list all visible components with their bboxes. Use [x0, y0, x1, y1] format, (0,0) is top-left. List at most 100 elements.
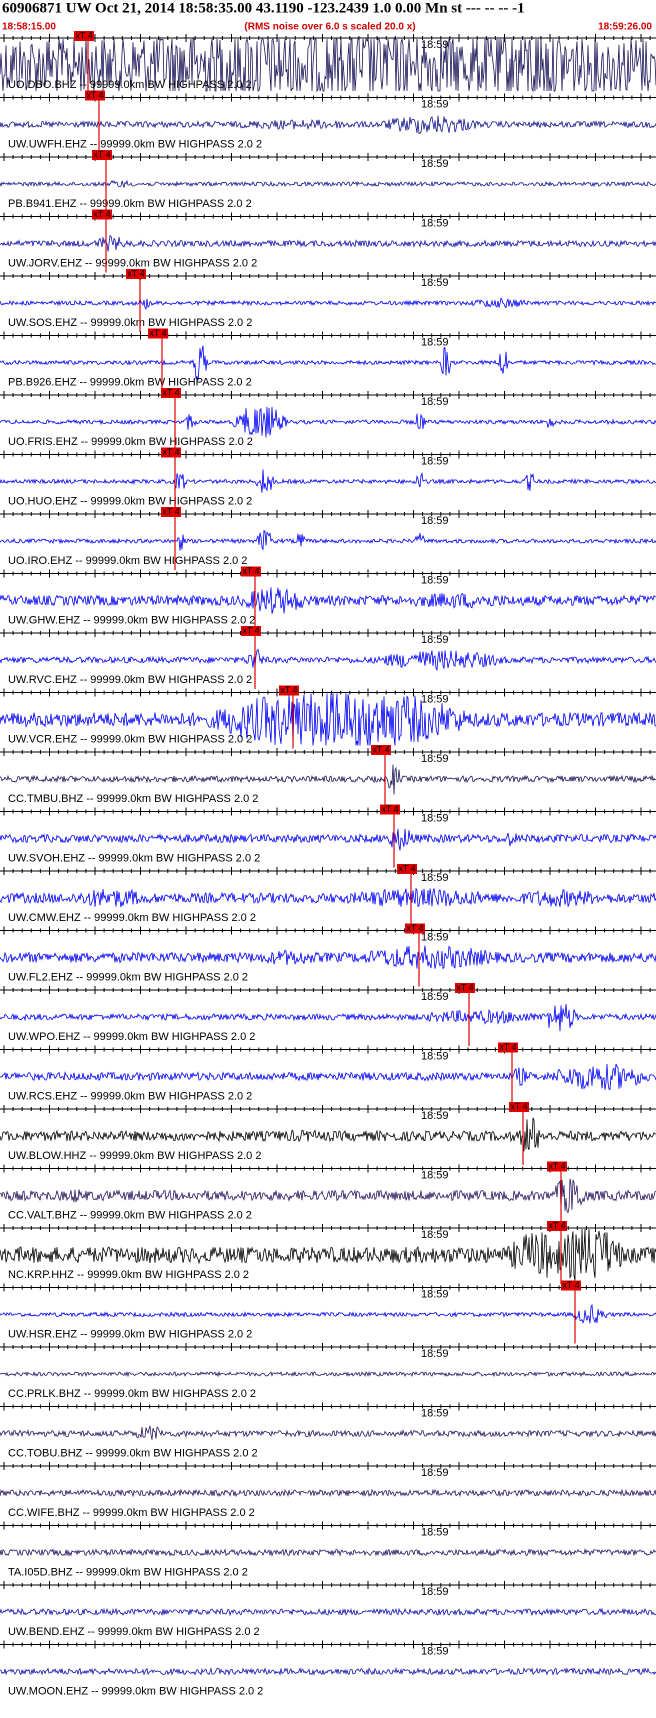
pick-marker: [161, 447, 181, 458]
time-mark: 18:59: [421, 931, 449, 943]
pick-label: xT 4: [548, 1161, 565, 1171]
station-label: UW.VCR.EHZ -- 99999.0km BW HIGHPASS 2.0 …: [8, 733, 252, 745]
pick-label: xT 4: [381, 804, 398, 814]
station-label: UW.JORV.EHZ -- 99999.0km BW HIGHPASS 2.0…: [8, 257, 257, 269]
time-mark: 18:59: [421, 515, 449, 527]
time-mark: 18:59: [421, 991, 449, 1003]
station-label: UW.CMW.EHZ -- 99999.0km BW HIGHPASS 2.0 …: [8, 912, 256, 924]
pick-label: xT 4: [280, 685, 297, 695]
pick-marker: [380, 804, 400, 815]
pick-label: xT 4: [406, 923, 423, 933]
station-label: CC.PRLK.BHZ -- 99999.0km BW HIGHPASS 2.0…: [8, 1388, 256, 1400]
pick-marker: [148, 328, 168, 339]
pick-label: xT 4: [548, 1220, 565, 1230]
waveform: [0, 1003, 656, 1032]
waveform: [0, 1063, 656, 1091]
time-mark: 18:59: [421, 1586, 449, 1598]
pick-marker: [279, 685, 299, 696]
station-label: UW.BLOW.HHZ -- 99999.0km BW HIGHPASS 2.0…: [8, 1150, 261, 1162]
pick-label: xT 4: [242, 566, 259, 576]
station-label: UO.HUO.EHZ -- 99999.0km BW HIGHPASS 2.0 …: [8, 495, 252, 507]
time-mark: 18:59: [421, 1169, 449, 1181]
time-mark: 18:59: [421, 1229, 449, 1241]
pick-label: xT 4: [86, 90, 103, 100]
time-mark: 18:59: [421, 1288, 449, 1300]
station-label: UW.FL2.EHZ -- 99999.0km BW HIGHPASS 2.0 …: [8, 971, 248, 983]
waveform: [0, 1547, 656, 1557]
station-label: UW.RVC.EHZ -- 99999.0km BW HIGHPASS 2.0 …: [8, 674, 252, 686]
pick-marker: [161, 507, 181, 517]
station-label: UW.UWFH.EHZ -- 99999.0km BW HIGHPASS 2.0…: [8, 138, 262, 150]
pick-label: xT 4: [510, 1101, 527, 1111]
pick-marker: [405, 923, 425, 934]
station-label: CC.TMBU.BHZ -- 99999.0km BW HIGHPASS 2.0…: [8, 793, 258, 805]
station-label: UW.SVOH.EHZ -- 99999.0km BW HIGHPASS 2.0…: [8, 852, 260, 864]
pick-marker: [126, 269, 146, 279]
station-label: TA.I05D.BHZ -- 99999.0km BW HIGHPASS 2.0…: [8, 1566, 248, 1578]
time-mark: 18:59: [421, 98, 449, 110]
pick-label: xT 4: [162, 447, 179, 457]
pick-label: xT 4: [562, 1280, 579, 1290]
station-label: UW.WPO.EHZ -- 99999.0km BW HIGHPASS 2.0 …: [8, 1031, 255, 1043]
time-mark: 18:59: [421, 693, 449, 705]
time-mark: 18:59: [421, 574, 449, 586]
waveform: [0, 1303, 656, 1324]
end-time: 18:59:26.00: [598, 22, 652, 33]
pick-label: xT 4: [75, 30, 92, 40]
waveform: [0, 469, 656, 493]
pick-marker: [561, 1280, 581, 1291]
station-label: UO.DBO.BHZ -- 99999.0km BW HIGHPASS 2.0 …: [8, 79, 252, 91]
time-mark: 18:59: [421, 1407, 449, 1419]
time-mark: 18:59: [421, 336, 449, 348]
waveform: [0, 115, 656, 135]
waveform: [0, 828, 656, 851]
waveform: [0, 529, 656, 551]
pick-marker: [509, 1102, 529, 1112]
station-label: UW.SOS.EHZ -- 99999.0km BW HIGHPASS 2.0 …: [8, 317, 252, 329]
pick-marker: [397, 864, 417, 874]
time-mark: 18:59: [421, 455, 449, 467]
pick-label: xT 4: [499, 1042, 516, 1052]
pick-label: xT 4: [162, 387, 179, 397]
time-mark: 18:59: [421, 1645, 449, 1657]
waveform: [0, 235, 656, 252]
station-label: CC.VALT.BHZ -- 99999.0km BW HIGHPASS 2.0…: [8, 1209, 252, 1221]
waveform: [0, 406, 656, 438]
waveform: [0, 179, 656, 188]
waveform: [0, 1667, 656, 1676]
waveform: [0, 345, 656, 381]
time-mark: 18:59: [421, 396, 449, 408]
pick-label: xT 4: [456, 982, 473, 992]
station-label: UW.BEND.EHZ -- 99999.0km BW HIGHPASS 2.0…: [8, 1626, 260, 1638]
waveform: [0, 945, 656, 970]
waveform: [0, 1425, 656, 1440]
station-label: CC.TOBU.BHZ -- 99999.0km BW HIGHPASS 2.0…: [8, 1447, 258, 1459]
pick-marker: [547, 1221, 567, 1231]
waveform: [0, 1370, 656, 1378]
pick-marker: [92, 150, 112, 160]
pick-label: xT 4: [93, 209, 110, 219]
station-label: NC.KRP.HHZ -- 99999.0km BW HIGHPASS 2.0 …: [8, 1269, 249, 1281]
time-mark: 18:59: [421, 39, 449, 51]
time-mark: 18:59: [421, 217, 449, 229]
pick-label: xT 4: [149, 328, 166, 338]
waveform: [0, 1228, 656, 1281]
time-mark: 18:59: [421, 277, 449, 289]
station-label: UW.HSR.EHZ -- 99999.0km BW HIGHPASS 2.0 …: [8, 1328, 252, 1340]
pick-marker: [161, 388, 181, 398]
station-label: UO.FRIS.EHZ -- 99999.0km BW HIGHPASS 2.0…: [8, 436, 253, 448]
waveform: [0, 764, 656, 795]
waveform: [0, 1607, 656, 1617]
waveform: [0, 37, 656, 93]
pick-label: xT 4: [162, 506, 179, 516]
header-title: 60906871 UW Oct 21, 2014 18:58:35.00 43.…: [2, 0, 525, 16]
pick-label: xT 4: [242, 625, 259, 635]
time-mark: 18:59: [421, 753, 449, 765]
station-label: PB.B926.EHZ -- 99999.0km BW HIGHPASS 2.0…: [8, 376, 252, 388]
waveform: [0, 693, 656, 746]
pick-marker: [547, 1161, 567, 1172]
station-label: PB.B941.EHZ -- 99999.0km BW HIGHPASS 2.0…: [8, 198, 252, 210]
time-mark: 18:59: [421, 1467, 449, 1479]
